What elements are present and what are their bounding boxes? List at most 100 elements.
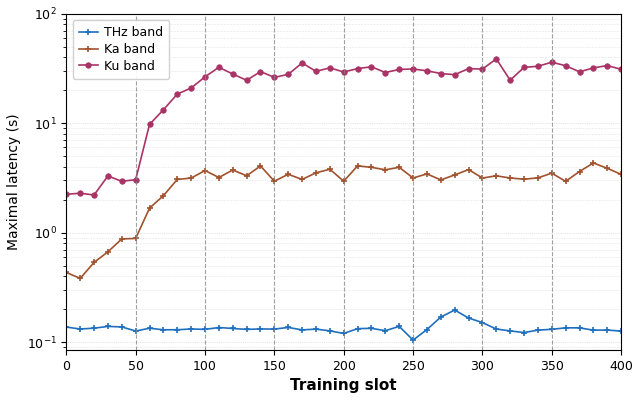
- Ka band: [90, 260, 98, 265]
- Ka band: [104, 250, 112, 254]
- THz band: [534, 328, 541, 332]
- THz band: [104, 324, 112, 329]
- THz band: [215, 325, 223, 330]
- Ka band: [562, 179, 570, 184]
- Ku band: [229, 72, 237, 76]
- Ka band: [409, 176, 417, 180]
- THz band: [423, 327, 431, 332]
- THz band: [132, 329, 140, 334]
- Ku band: [90, 193, 98, 198]
- THz band: [201, 327, 209, 332]
- Ku band: [575, 70, 583, 74]
- Ku band: [354, 66, 362, 71]
- THz band: [90, 326, 98, 330]
- THz band: [548, 327, 556, 332]
- Y-axis label: Maximal latency (s): Maximal latency (s): [7, 114, 21, 250]
- THz band: [409, 338, 417, 342]
- Ka band: [534, 176, 541, 180]
- Ku band: [548, 60, 556, 64]
- THz band: [340, 331, 348, 336]
- Ku band: [423, 68, 431, 73]
- Ku band: [312, 69, 320, 74]
- Ku band: [215, 65, 223, 70]
- THz band: [243, 327, 250, 332]
- Ka band: [271, 179, 278, 184]
- Ka band: [589, 160, 597, 165]
- Ka band: [284, 172, 292, 177]
- Ku band: [271, 75, 278, 80]
- THz band: [326, 328, 333, 333]
- THz band: [589, 328, 597, 332]
- Ku band: [534, 64, 541, 69]
- Ka band: [520, 177, 528, 182]
- Ku band: [465, 66, 472, 71]
- Line: Ku band: Ku band: [63, 56, 624, 198]
- Ku band: [479, 67, 486, 72]
- THz band: [575, 326, 583, 330]
- Ku band: [76, 191, 84, 196]
- Ku band: [617, 67, 625, 72]
- THz band: [617, 329, 625, 334]
- Ka band: [506, 176, 514, 180]
- Ka band: [326, 167, 333, 172]
- Ka band: [229, 168, 237, 172]
- Legend: THz band, Ka band, Ku band: THz band, Ka band, Ku band: [72, 20, 169, 79]
- Ka band: [354, 164, 362, 168]
- Ka band: [188, 176, 195, 180]
- Ka band: [367, 165, 375, 170]
- Ka band: [423, 172, 431, 176]
- Ku band: [118, 179, 125, 184]
- THz band: [63, 325, 70, 330]
- Ka band: [617, 172, 625, 177]
- Ka band: [381, 167, 389, 172]
- Ku band: [298, 60, 306, 65]
- THz band: [465, 316, 472, 320]
- THz band: [257, 326, 264, 331]
- THz band: [520, 330, 528, 335]
- THz band: [298, 328, 306, 332]
- THz band: [367, 326, 375, 331]
- THz band: [396, 324, 403, 329]
- THz band: [118, 324, 125, 329]
- Ku band: [604, 63, 611, 68]
- Ka band: [257, 164, 264, 168]
- THz band: [437, 315, 445, 320]
- Ka band: [548, 171, 556, 176]
- Ku band: [381, 70, 389, 75]
- Ku band: [506, 78, 514, 83]
- THz band: [284, 325, 292, 330]
- THz band: [492, 327, 500, 332]
- THz band: [188, 326, 195, 331]
- Ka band: [118, 236, 125, 241]
- Ku band: [104, 174, 112, 178]
- Ka band: [575, 169, 583, 174]
- Ku band: [326, 66, 333, 70]
- Ku band: [243, 78, 250, 83]
- Ka band: [76, 276, 84, 281]
- THz band: [562, 326, 570, 330]
- Ka band: [396, 165, 403, 170]
- THz band: [271, 327, 278, 332]
- Ku band: [146, 122, 154, 127]
- Line: Ka band: Ka band: [63, 160, 625, 282]
- Line: THz band: THz band: [63, 306, 625, 344]
- Ku band: [132, 177, 140, 182]
- Ku band: [589, 66, 597, 70]
- THz band: [159, 328, 167, 332]
- THz band: [451, 308, 458, 312]
- Ka band: [465, 167, 472, 172]
- THz band: [146, 326, 154, 331]
- Ka band: [437, 178, 445, 182]
- Ka band: [604, 166, 611, 171]
- Ka band: [312, 170, 320, 175]
- THz band: [381, 328, 389, 333]
- Ka band: [159, 193, 167, 198]
- THz band: [312, 327, 320, 332]
- Ku band: [367, 64, 375, 69]
- Ku band: [396, 67, 403, 72]
- Ku band: [562, 63, 570, 68]
- Ku band: [492, 56, 500, 61]
- Ku band: [340, 70, 348, 74]
- Ka band: [215, 175, 223, 180]
- Ka band: [173, 177, 181, 182]
